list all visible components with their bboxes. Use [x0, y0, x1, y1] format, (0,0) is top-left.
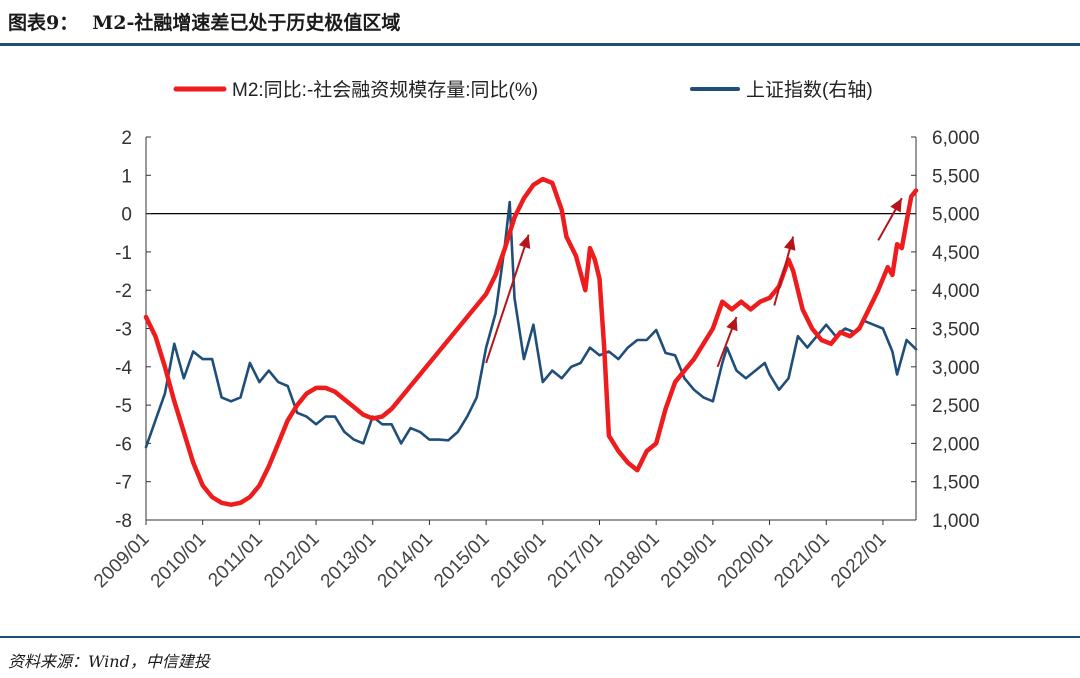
- x-axis-ticks: 2009/012010/012011/012012/012013/012014/…: [90, 520, 890, 592]
- right-tick-label: 4,000: [932, 281, 980, 302]
- index-series-line: [144, 200, 918, 449]
- x-tick-label: 2015/01: [430, 529, 493, 592]
- figure-title: 图表9： M2-社融增速差已处于历史极值区域: [8, 8, 400, 35]
- left-tick-label: -1: [115, 243, 132, 264]
- trend-arrow-head: [783, 236, 796, 251]
- figure-label: 图表9：: [8, 12, 79, 34]
- bottom-divider: [0, 636, 1080, 638]
- right-tick-label: 1,000: [932, 511, 980, 532]
- left-tick-label: -6: [115, 434, 132, 455]
- line-chart: 2 1 0 -1 -2 -3 -4 -5 -6 -7 -8 6,000 5,500 5,000 4,500…: [90, 79, 980, 592]
- trend-arrow-head: [890, 198, 902, 213]
- left-tick-label: 1: [121, 166, 132, 187]
- x-tick-label: 2017/01: [544, 529, 607, 592]
- chart-legend: M2:同比:-社会融资规模存量:同比(%) 上证指数(右轴): [173, 79, 873, 101]
- x-tick-label: 2016/01: [487, 529, 550, 592]
- trend-arrows: [485, 197, 903, 368]
- top-divider: [0, 43, 1080, 46]
- left-tick-label: 2: [121, 128, 132, 149]
- left-axis-ticks: 2 1 0 -1 -2 -3 -4 -5 -6 -7 -8: [115, 128, 151, 532]
- left-tick-label: 0: [121, 205, 132, 226]
- right-tick-label: 3,500: [932, 320, 980, 341]
- trend-arrow-shaft: [485, 234, 530, 364]
- x-tick-label: 2018/01: [600, 529, 663, 592]
- spread-series-line: [143, 176, 919, 507]
- x-tick-label: 2011/01: [204, 529, 266, 591]
- right-tick-label: 6,000: [932, 128, 980, 149]
- chart-axes: [145, 137, 917, 521]
- series-lines: [143, 176, 919, 507]
- right-tick-label: 4,500: [932, 243, 980, 264]
- left-tick-label: -4: [115, 358, 132, 379]
- left-tick-label: -7: [115, 473, 132, 494]
- left-tick-label: -2: [115, 281, 132, 302]
- left-tick-label: -3: [115, 320, 132, 341]
- x-tick-label: 2010/01: [147, 529, 210, 592]
- right-axis-ticks: 6,000 5,500 5,000 4,500 4,000 3,500 3,000 2,500…: [911, 128, 980, 532]
- x-tick-label: 2012/01: [260, 529, 323, 592]
- right-tick-label: 3,000: [932, 358, 980, 379]
- x-tick-label: 2019/01: [657, 529, 720, 592]
- x-tick-label: 2013/01: [317, 529, 380, 592]
- figure-title-text: M2-社融增速差已处于历史极值区域: [92, 12, 401, 34]
- source-note: 资料来源：Wind，中信建投: [8, 652, 210, 671]
- trend-arrow-head: [726, 317, 738, 332]
- right-tick-label: 1,500: [932, 473, 980, 494]
- right-tick-label: 5,000: [932, 205, 980, 226]
- legend-label-index: 上证指数(右轴): [746, 79, 873, 101]
- left-tick-label: -5: [115, 396, 132, 417]
- x-tick-label: 2022/01: [827, 529, 890, 592]
- right-tick-label: 5,500: [932, 166, 980, 187]
- right-tick-label: 2,500: [932, 396, 980, 417]
- x-tick-label: 2020/01: [714, 529, 777, 592]
- left-tick-label: -8: [115, 511, 132, 532]
- x-tick-label: 2014/01: [374, 529, 437, 592]
- right-tick-label: 2,000: [932, 434, 980, 455]
- x-tick-label: 2021/01: [770, 529, 833, 592]
- trend-arrow-head: [518, 234, 531, 249]
- x-tick-label: 2009/01: [90, 529, 153, 592]
- legend-label-spread: M2:同比:-社会融资规模存量:同比(%): [232, 79, 538, 101]
